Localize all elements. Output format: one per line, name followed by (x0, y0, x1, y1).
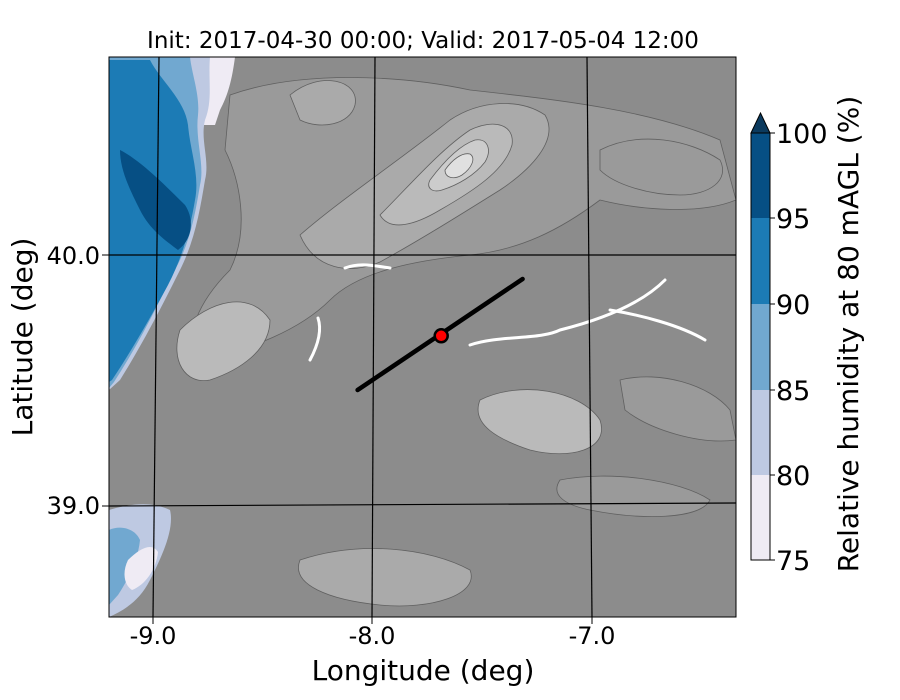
river-western (308, 316, 322, 362)
colorbar-band-95-100 (751, 133, 770, 218)
site-marker (433, 328, 449, 344)
terrain-band-9 (619, 376, 736, 442)
chart-title: Init: 2017-04-30 00:00; Valid: 2017-05-0… (147, 28, 699, 54)
humidity-south-white (124, 546, 158, 590)
x-axis: -9.0 -8.0 -7.0 Longitude (deg) (130, 617, 616, 687)
terrain-band-7 (289, 80, 356, 126)
colorbar-tick-label: 75 (776, 546, 810, 577)
colorbar-extend-arrow (750, 111, 771, 134)
plot-frame (108, 56, 737, 618)
humidity-field (109, 57, 235, 617)
terrain-band-5 (444, 153, 474, 179)
x-tick-label: -8.0 (349, 622, 396, 650)
x-tick-label: -9.0 (130, 622, 177, 650)
humidity-95-100 (120, 150, 191, 250)
map-plot-area (109, 57, 736, 617)
colorbar-tick-label: 95 (776, 204, 810, 235)
x-tick-label: -7.0 (569, 622, 616, 650)
colorbar-tick-label: 100 (776, 119, 828, 150)
y-axis-label: Latitude (deg) (6, 238, 39, 437)
gridline-lon-8 (371, 57, 376, 617)
gridline-lat-39 (109, 502, 736, 507)
terrain-band-6 (599, 138, 723, 196)
colorbar-band-90-95 (751, 218, 770, 304)
terrain-band-1 (191, 77, 736, 361)
colorbar-tick-label: 85 (776, 376, 810, 407)
gridline-lon-7 (586, 57, 593, 617)
colorbar-tick-label: 90 (776, 290, 810, 321)
colorbar-band-80-85 (751, 390, 770, 475)
colorbar: 75 80 85 90 95 100 Relative humidity at … (750, 96, 865, 577)
colorbar-band-85-90 (751, 304, 770, 390)
terrain-shading (176, 77, 736, 607)
river-tejo (468, 278, 667, 347)
river-features (308, 263, 707, 362)
terrain-band-11 (176, 301, 271, 382)
colorbar-label: Relative humidity at 80 mAGL (%) (832, 96, 865, 573)
y-tick-label: 39.0 (47, 492, 100, 520)
terrain-band-10 (298, 548, 472, 607)
colorbar-frame (750, 132, 771, 561)
colorbar-band-75-80 (751, 475, 770, 560)
y-axis: 40.0 39.0 Latitude (deg) (6, 238, 109, 520)
graticule (109, 57, 736, 617)
river-segment (608, 308, 707, 342)
gridline-lon-9 (152, 57, 160, 617)
colorbar-tick-label: 80 (776, 461, 810, 492)
river-zezere (343, 263, 392, 270)
x-axis-label: Longitude (deg) (312, 654, 535, 687)
humidity-south-85-90 (109, 527, 140, 605)
y-tick-label: 40.0 (47, 242, 100, 270)
